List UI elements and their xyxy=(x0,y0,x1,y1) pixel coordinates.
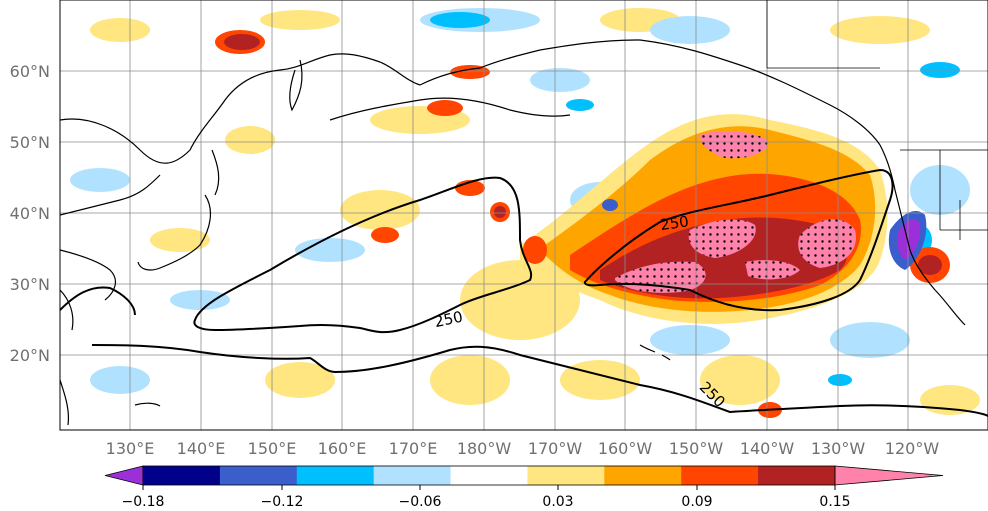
colorbar-tick-label: −0.06 xyxy=(399,494,442,510)
map-frame xyxy=(59,0,988,431)
coastlines xyxy=(60,39,966,426)
lat-label: 60°N xyxy=(10,62,50,81)
lon-label: 120°W xyxy=(885,439,940,458)
colorbar-tick-labels: −0.18 −0.12 −0.06 0.03 0.09 0.15 xyxy=(122,494,851,510)
colorbar-cell xyxy=(450,466,528,485)
lon-label: 140°W xyxy=(740,439,795,458)
contour-250 xyxy=(60,168,988,417)
colorbar-tick-label: 0.15 xyxy=(819,494,850,510)
colorbar: −0.18 −0.12 −0.06 0.03 0.09 0.15 xyxy=(104,465,944,510)
colorbar-cell xyxy=(219,466,298,485)
lat-label: 50°N xyxy=(10,133,50,152)
lon-label: 150°E xyxy=(248,439,297,458)
colorbar-cells xyxy=(104,465,944,486)
lon-label: 140°E xyxy=(177,439,226,458)
lon-label: 130°W xyxy=(811,439,866,458)
longitude-labels: 130°E 140°E 150°E 160°E 170°E 180°W 170°… xyxy=(106,439,940,458)
lat-label: 20°N xyxy=(10,346,50,365)
colorbar-ticks xyxy=(142,485,836,490)
colorbar-cell xyxy=(681,466,759,485)
colorbar-extend-min xyxy=(104,465,144,486)
colorbar-tick-label: 0.03 xyxy=(542,494,573,510)
colorbar-tick-label: −0.12 xyxy=(261,494,304,510)
lon-label: 160°E xyxy=(318,439,367,458)
borders xyxy=(766,0,988,240)
colorbar-outline xyxy=(142,465,836,486)
anomaly-field xyxy=(70,8,980,418)
colorbar-cell xyxy=(296,466,375,485)
colorbar-tick-label: 0.09 xyxy=(681,494,712,510)
colorbar-tick-label: −0.18 xyxy=(122,494,165,510)
map-panel: 250 250 250 xyxy=(60,0,988,430)
lon-label: 160°W xyxy=(598,439,653,458)
colorbar-extend-max xyxy=(834,465,944,486)
lon-label: 150°W xyxy=(669,439,724,458)
colorbar-cell xyxy=(604,466,682,485)
lon-label: 180°W xyxy=(457,439,512,458)
colorbar-cell xyxy=(143,466,221,485)
contour-label-1: 250 xyxy=(433,308,465,332)
colorbar-cell xyxy=(373,466,452,485)
lon-label: 130°E xyxy=(106,439,155,458)
contour-label-2: 250 xyxy=(659,212,690,234)
colorbar-cell xyxy=(758,466,836,485)
lat-label: 40°N xyxy=(10,204,50,223)
colorbar-cell xyxy=(527,466,605,485)
lon-label: 170°E xyxy=(389,439,438,458)
latitude-labels: 60°N 50°N 40°N 30°N 20°N xyxy=(10,62,50,365)
lat-label: 30°N xyxy=(10,275,50,294)
lon-label: 170°W xyxy=(528,439,583,458)
